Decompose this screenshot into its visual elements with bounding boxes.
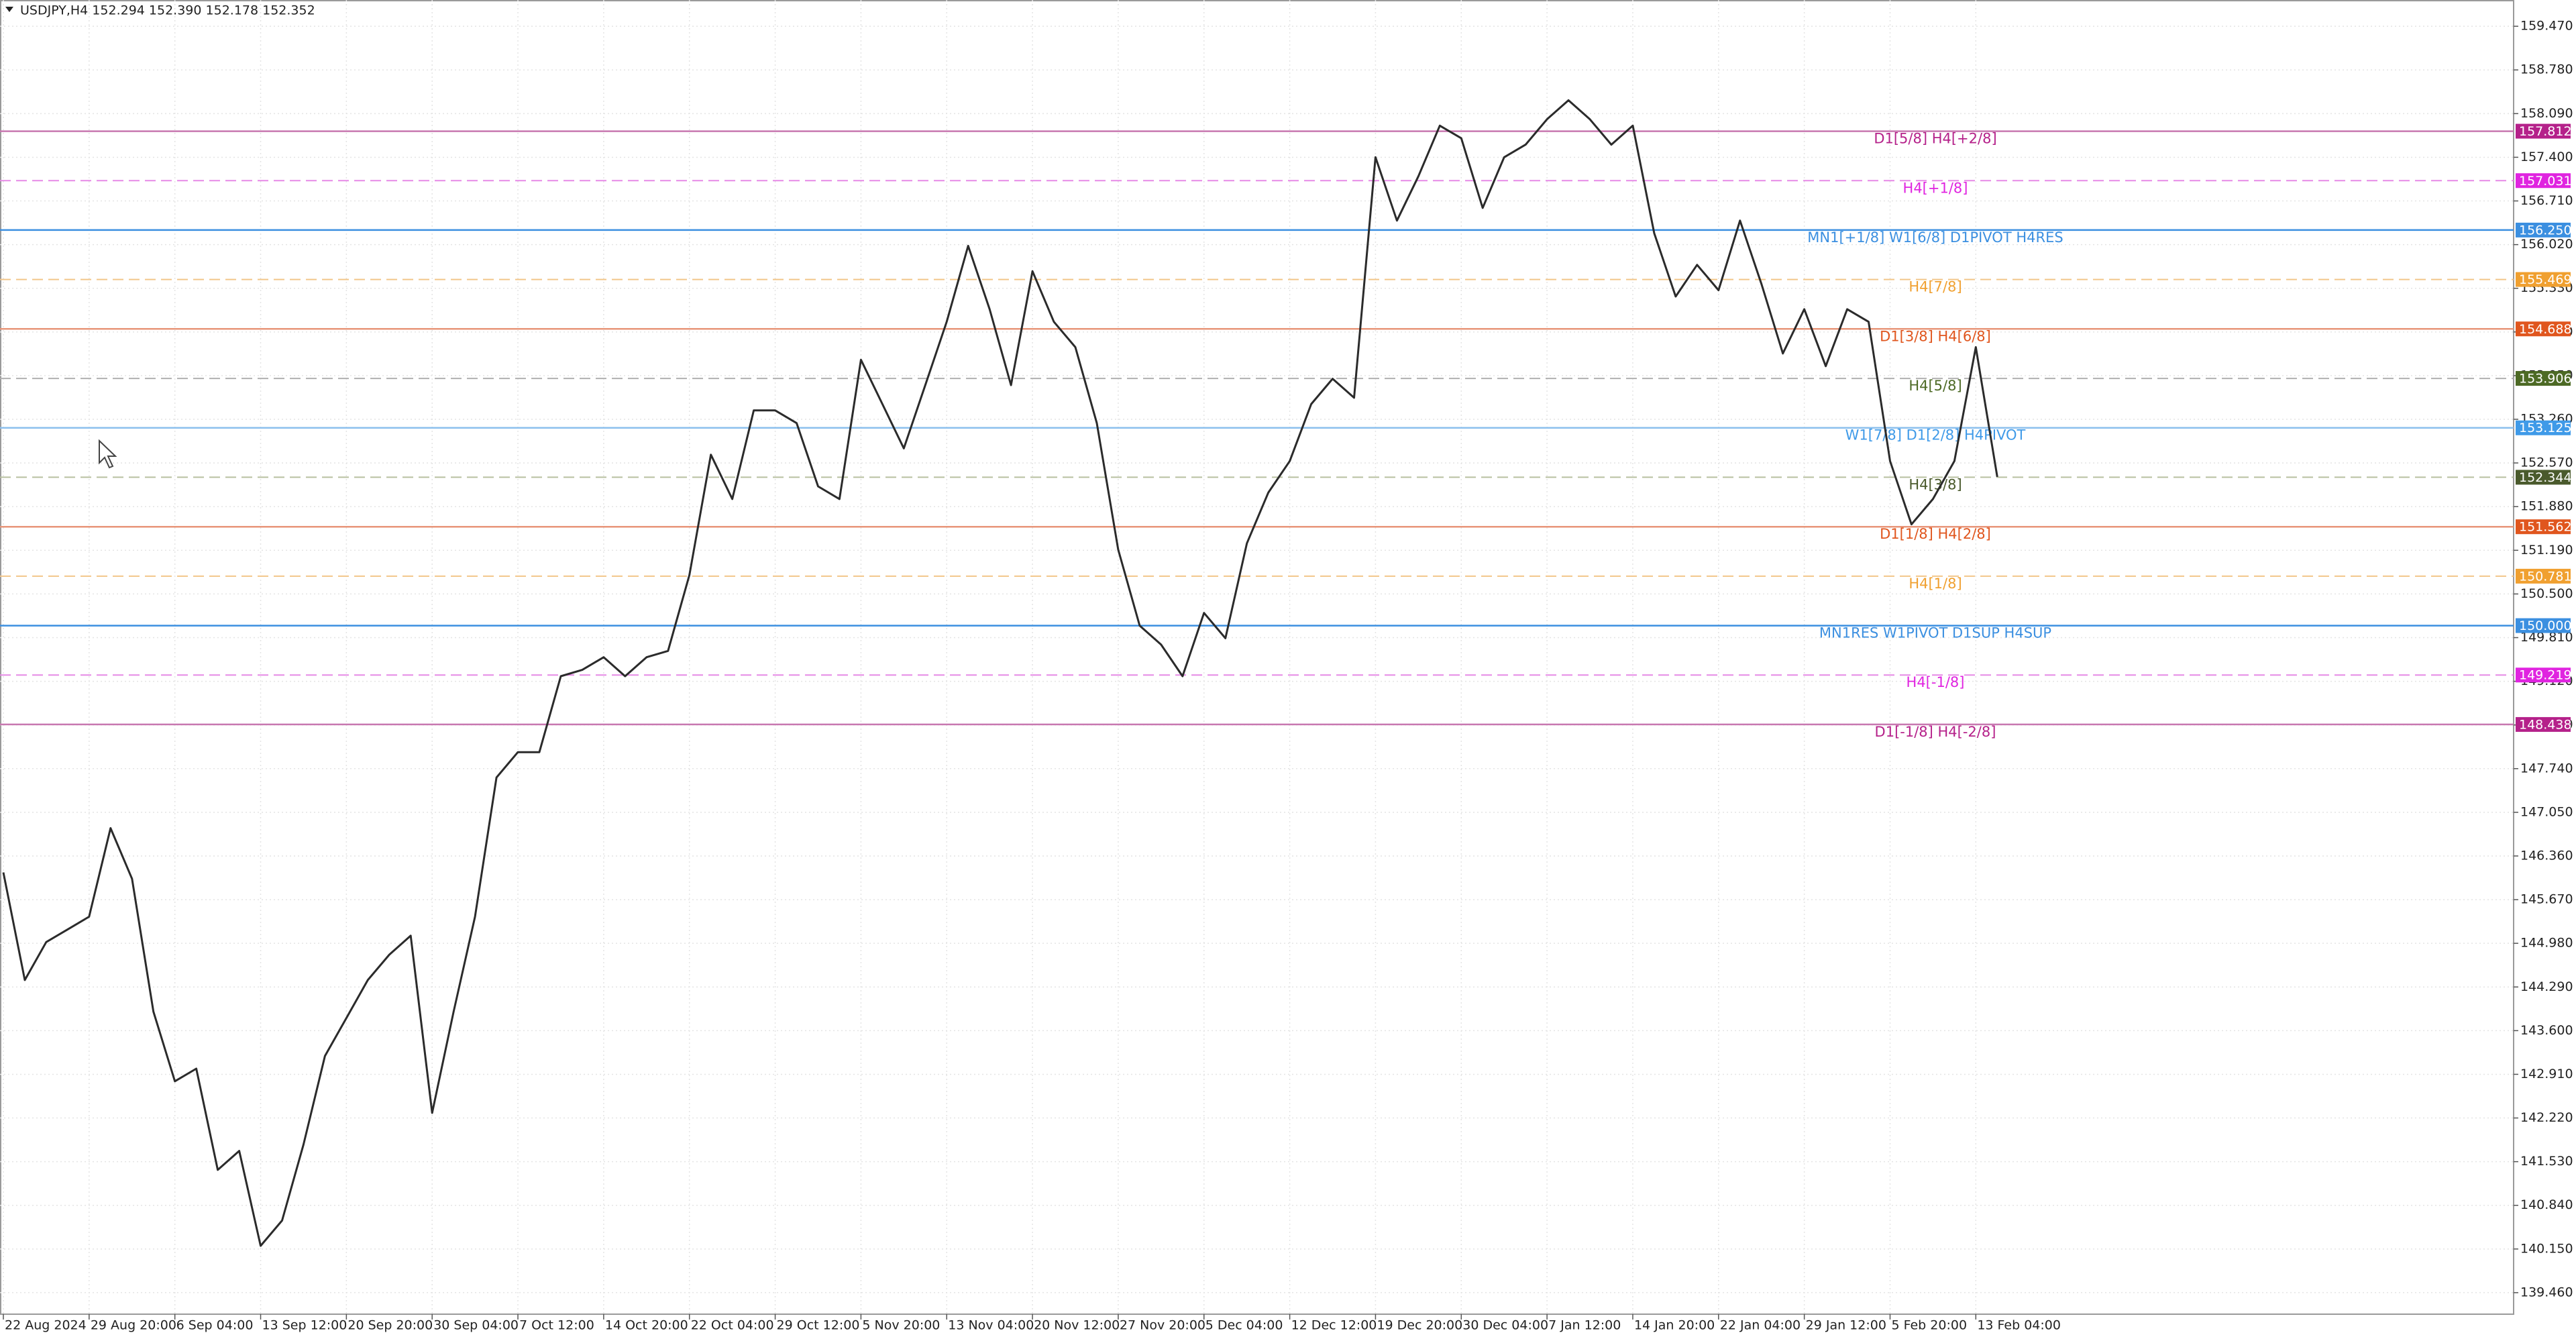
level-badge [2516,272,2571,287]
y-tick-label: 156.020 [2520,237,2573,252]
level-value-label: 153.906 [2519,372,2572,386]
level-value-label: 150.000 [2519,619,2572,633]
level-label: MN1RES W1PIVOT D1SUP H4SUP [1819,625,2051,641]
x-tick-label: 5 Dec 04:00 [1205,1318,1283,1333]
level-badge [2516,371,2571,386]
level-value-label: 156.250 [2519,223,2572,237]
y-tick-label: 157.400 [2520,150,2573,164]
level-label: H4[+1/8] [1903,180,1968,196]
level-badge [2516,519,2571,535]
level-label: H4[5/8] [1909,378,1962,394]
x-tick-label: 30 Sep 04:00 [433,1318,519,1333]
x-tick-label: 29 Aug 20:00 [91,1318,176,1333]
x-tick-label: 19 Dec 20:00 [1377,1318,1462,1333]
level-badge [2516,173,2571,189]
x-tick-label: 5 Nov 20:00 [862,1318,940,1333]
y-tick-label: 139.460 [2520,1285,2573,1299]
x-tick-label: 20 Nov 12:00 [1034,1318,1120,1333]
y-tick-label: 144.290 [2520,979,2573,994]
y-tick-label: 151.880 [2520,499,2573,514]
y-tick-label: 140.840 [2520,1197,2573,1212]
level-label: D1[5/8] H4[+2/8] [1874,131,1996,147]
x-tick-label: 13 Feb 04:00 [1977,1318,2061,1333]
level-badge [2516,123,2571,139]
y-tick-label: 142.910 [2520,1067,2573,1081]
y-tick-label: 149.810 [2520,630,2573,645]
level-badge [2516,420,2571,435]
level-value-label: 152.344 [2519,470,2572,485]
level-label: H4[1/8] [1909,576,1962,592]
y-tick-label: 159.470 [2520,19,2573,34]
y-tick-label: 147.740 [2520,761,2573,775]
y-tick-label: 156.710 [2520,193,2573,208]
symbol-header: USDJPY,H4 152.294 152.390 152.178 152.35… [20,3,315,18]
level-badge [2516,667,2571,683]
level-value-label: 148.438 [2519,717,2572,732]
x-tick-label: 22 Jan 04:00 [1720,1318,1801,1333]
level-value-label: 149.219 [2519,668,2572,683]
level-label: MN1[+1/8] W1[6/8] D1PIVOT H4RES [1807,229,2063,246]
level-badge [2516,321,2571,337]
level-badge [2516,470,2571,485]
level-label: H4[-1/8] [1907,674,1965,690]
level-value-label: 155.469 [2519,272,2572,287]
x-tick-label: 12 Dec 12:00 [1291,1318,1377,1333]
level-badge [2516,568,2571,584]
x-tick-label: 6 Sep 04:00 [176,1318,254,1333]
level-label: D1[3/8] H4[6/8] [1880,328,1991,344]
x-tick-label: 29 Oct 12:00 [777,1318,860,1333]
level-label: H4[3/8] [1909,476,1962,492]
level-label: W1[7/8] D1[2/8] H4PIVOT [1845,427,2026,443]
x-tick-label: 13 Sep 12:00 [262,1318,347,1333]
y-tick-label: 158.780 [2520,62,2573,77]
x-tick-label: 13 Nov 04:00 [948,1318,1034,1333]
y-tick-label: 145.670 [2520,892,2573,907]
level-badge [2516,716,2571,732]
x-tick-label: 22 Oct 04:00 [691,1318,774,1333]
level-badge [2516,618,2571,633]
x-tick-label: 22 Aug 2024 [5,1318,87,1333]
level-value-label: 151.562 [2519,520,2572,535]
level-value-label: 153.125 [2519,421,2572,435]
level-value-label: 157.031 [2519,174,2572,189]
plot-frame [0,0,2514,1315]
level-value-label: 157.812 [2519,124,2572,139]
y-tick-label: 150.500 [2520,586,2573,601]
y-tick-label: 158.090 [2520,106,2573,121]
grid [0,0,2514,1314]
level-label: D1[1/8] H4[2/8] [1880,526,1991,542]
level-badge [2516,222,2571,237]
x-tick-label: 20 Sep 20:00 [347,1318,433,1333]
level-label: D1[-1/8] H4[-2/8] [1875,724,1996,740]
mouse-cursor [99,439,117,469]
x-tick-label: 7 Jan 12:00 [1548,1318,1621,1333]
x-tick-label: 14 Jan 20:00 [1634,1318,1715,1333]
y-tick-label: 146.360 [2520,848,2573,863]
price-line [2,99,1998,1247]
level-value-label: 150.781 [2519,569,2572,584]
y-tick-label: 147.050 [2520,804,2573,819]
y-tick-label: 143.600 [2520,1023,2573,1038]
x-tick-label: 29 Jan 12:00 [1806,1318,1886,1333]
x-tick-label: 14 Oct 20:00 [605,1318,688,1333]
x-tick-label: 7 Oct 12:00 [519,1318,594,1333]
menu-triangle[interactable] [5,7,13,12]
y-tick-label: 141.530 [2520,1154,2573,1169]
x-tick-label: 27 Nov 20:00 [1120,1318,1205,1333]
x-tick-label: 5 Feb 20:00 [1891,1318,1967,1333]
y-tick-label: 144.980 [2520,936,2573,951]
level-value-label: 154.688 [2519,322,2572,337]
y-tick-label: 142.220 [2520,1110,2573,1125]
level-label: H4[7/8] [1909,279,1962,295]
y-tick-label: 151.190 [2520,543,2573,557]
y-tick-label: 152.570 [2520,456,2573,470]
y-tick-label: 140.150 [2520,1241,2573,1256]
x-tick-label: 30 Dec 04:00 [1462,1318,1548,1333]
